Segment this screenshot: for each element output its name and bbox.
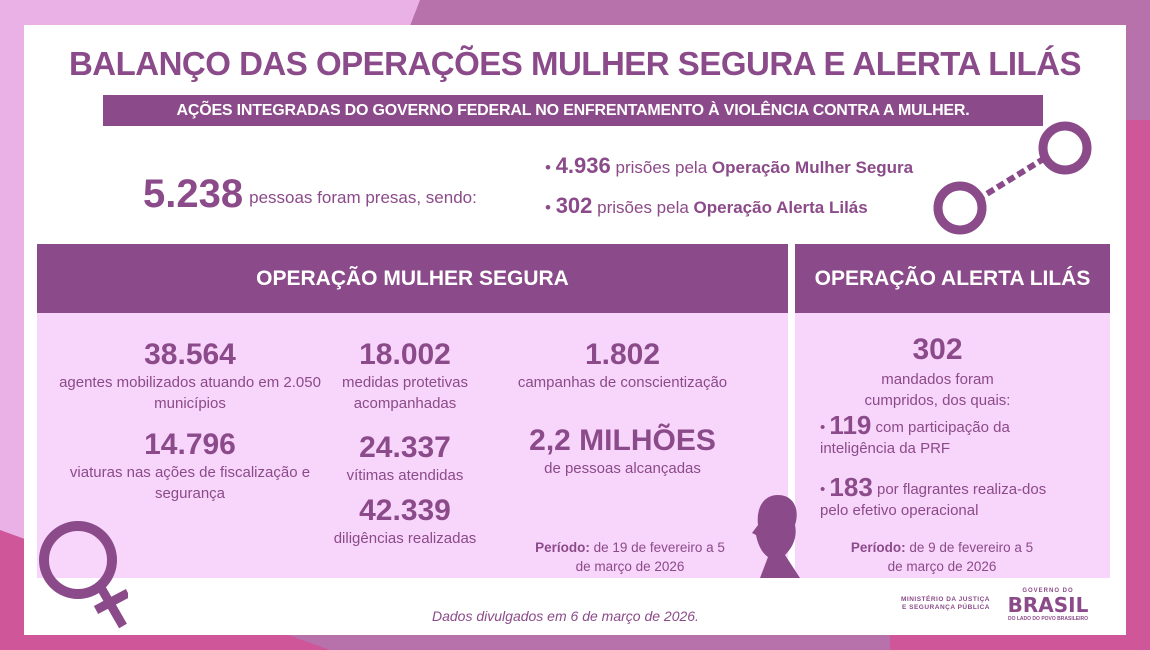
stat-label: diligências realizadas <box>333 530 477 547</box>
title-text: BALANÇO DAS OPERAÇÕES MULHER SEGURA E AL… <box>68 45 1082 82</box>
page-title: BALANÇO DAS OPERAÇÕES MULHER SEGURA E AL… <box>60 44 1090 84</box>
total-number: 5.238 <box>143 172 244 216</box>
item-number: 119 <box>829 410 872 440</box>
stat: 24.337 vítimas atendidas <box>320 431 490 486</box>
item-text: prisões pela <box>597 198 689 217</box>
panel-alerta-lilas: OPERAÇÃO ALERTA LILÁS <box>795 244 1110 578</box>
handcuffs-icon <box>933 121 1092 235</box>
total-arrests: 5.238 pessoas foram presas, sendo: <box>143 172 477 217</box>
stat-label: vítimas atendidas <box>346 467 464 484</box>
panel-header: OPERAÇÃO ALERTA LILÁS <box>795 244 1110 313</box>
stat-number: 2,2 MILHÕES <box>529 424 716 457</box>
period-text: de 9 de fevereiro a 5 de março de 2026 <box>887 540 1034 574</box>
stat: 18.002 medidas protetivas acompanhadas <box>330 338 480 414</box>
panel-mulher-segura: OPERAÇÃO MULHER SEGURA <box>37 244 788 578</box>
item-number: 183 <box>829 472 873 502</box>
item-op: Operação Alerta Lilás <box>693 198 868 217</box>
stat-label: viaturas nas ações de fiscalização e seg… <box>69 464 311 502</box>
header-text: OPERAÇÃO ALERTA LILÁS <box>814 267 1091 290</box>
stat: 38.564 agentes mobilizados atuando em 2.0… <box>50 338 330 414</box>
stat-number: 14.796 <box>144 428 236 461</box>
total-text: pessoas foram presas, sendo: <box>249 188 477 207</box>
gov-tag: DO LADO DO POVO BRASILEIRO <box>1007 616 1088 622</box>
stat-label: campanhas de conscientização <box>517 374 728 391</box>
item-number: 302 <box>555 193 593 218</box>
gov-top: GOVERNO DO <box>1022 588 1074 594</box>
period: Período: de 19 de fevereiro a 5 de março… <box>530 538 730 576</box>
stat-label: medidas protetivas acompanhadas <box>342 374 468 412</box>
summary-item: • 4.936 prisões pela Operação Mulher Seg… <box>545 153 914 178</box>
period-text: de 19 de fevereiro a 5 de março de 2026 <box>575 540 725 574</box>
period-label: Período: <box>850 540 906 555</box>
stat: 14.796 viaturas nas ações de fiscalização… <box>45 428 335 504</box>
panel-header: OPERAÇÃO MULHER SEGURA <box>37 244 788 313</box>
alerta-item: • 119 com participação da inteligência d… <box>820 410 1010 457</box>
stat-label: de pessoas alcançadas <box>544 460 701 477</box>
item-text: por flagrantes realiza-dos pelo efetivo … <box>820 481 1047 519</box>
item-op: Operação Mulher Segura <box>711 158 914 177</box>
stat-number: 18.002 <box>359 338 451 371</box>
stat: 1.802 campanhas de conscientização <box>500 338 745 393</box>
subtitle-bar: AÇÕES INTEGRADAS DO GOVERNO FEDERAL NO E… <box>103 95 1043 126</box>
stat-number: 1.802 <box>584 338 661 371</box>
ministry-logo: MINISTÉRIO DA JUSTIÇA E SEGURANÇA PÚBLIC… <box>901 596 990 611</box>
period: Período: de 9 de fevereiro a 5 de março … <box>842 538 1042 576</box>
item-number: 4.936 <box>555 153 611 178</box>
stat-label: mandados foram cumpridos, dos quais: <box>864 371 1011 409</box>
summary-item: • 302 prisões pela Operação Alerta Lilás <box>545 193 868 218</box>
female-symbol-icon <box>39 521 128 629</box>
stat: 2,2 MILHÕES de pessoas alcançadas <box>500 424 745 479</box>
item-text: com participação da inteligência da PRF <box>820 419 1010 457</box>
stat-number: 24.337 <box>359 431 451 464</box>
stat-number: 38.564 <box>144 338 236 371</box>
alerta-item: • 183 por flagrantes realiza-dos pelo ef… <box>820 472 1047 519</box>
woman-silhouette-icon <box>752 495 800 578</box>
alerta-main-stat: 302 mandados foram cumpridos, dos quais: <box>810 333 1065 411</box>
footer-note: Dados divulgados em 6 de março de 2026. <box>432 608 699 624</box>
item-text: prisões pela <box>615 158 708 177</box>
stat-number: 302 <box>912 333 963 366</box>
stat-label: agentes mobilizados atuando em 2.050 mun… <box>59 374 321 412</box>
gov-logo: GOVERNO DO BRASIL DO LADO DO POVO BRASIL… <box>1003 588 1093 622</box>
stat-number: 42.339 <box>359 494 451 527</box>
stat: 42.339 diligências realizadas <box>320 494 490 549</box>
header-text: OPERAÇÃO MULHER SEGURA <box>256 267 569 290</box>
gov-main: BRASIL <box>1007 593 1089 617</box>
period-label: Período: <box>535 540 590 555</box>
subtitle-text: AÇÕES INTEGRADAS DO GOVERNO FEDERAL NO E… <box>176 102 970 119</box>
